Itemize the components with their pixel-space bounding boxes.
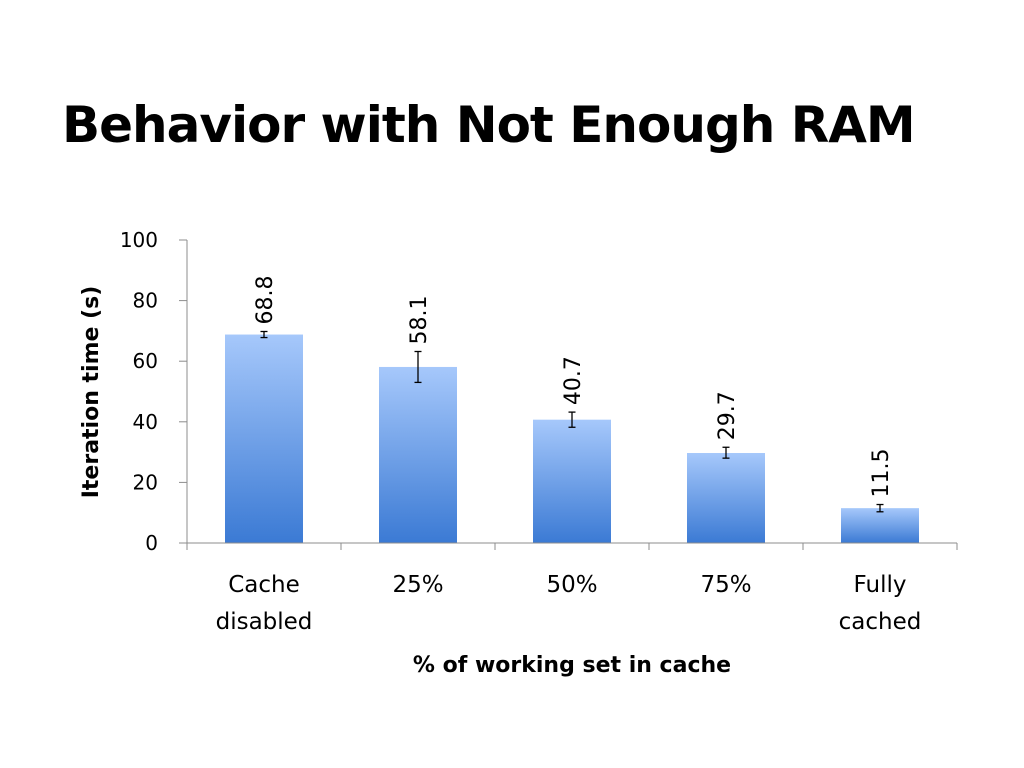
category-label-line: Cache <box>228 572 300 598</box>
axes-layer <box>179 239 958 550</box>
category-label-line: Fully <box>854 572 907 598</box>
y-tick-label: 20 <box>133 470 158 494</box>
error-bar-2 <box>568 411 576 428</box>
data-label-4: 11.5 <box>869 449 894 498</box>
category-label-line: 25% <box>392 572 443 598</box>
slide-title: Behavior with Not Enough RAM <box>62 96 916 154</box>
error-bar-0 <box>260 330 268 339</box>
x-axis-title: % of working set in cache <box>413 653 731 678</box>
error-bar-1 <box>414 350 422 384</box>
bar-4 <box>841 508 919 543</box>
bar-3 <box>687 453 765 543</box>
category-label-line: 50% <box>546 572 597 598</box>
bars-layer <box>225 330 919 543</box>
category-label-0: Cache disabled <box>216 572 313 635</box>
category-label-line: disabled <box>216 609 313 635</box>
bar-1 <box>379 366 457 543</box>
y-tick-label: 100 <box>120 228 158 252</box>
category-label-1: 25% <box>392 572 443 598</box>
category-label-line: 75% <box>700 572 751 598</box>
data-label-3: 29.7 <box>715 391 740 440</box>
category-label-2: 50% <box>546 572 597 598</box>
y-tick-label: 0 <box>145 531 158 555</box>
data-label-0: 68.8 <box>253 276 278 325</box>
error-bar-3 <box>722 446 730 459</box>
category-label-3: 75% <box>700 572 751 598</box>
y-tick-label: 60 <box>133 349 158 373</box>
data-label-2: 40.7 <box>561 356 586 405</box>
labels-layer: 68.8 Cache disabled 58.1 25% 40.7 50% 29.7 75% 11… <box>120 228 922 635</box>
category-label-4: Fully cached <box>839 572 922 635</box>
error-bar-4 <box>876 503 884 513</box>
bar-2 <box>533 419 611 543</box>
bar-0 <box>225 334 303 543</box>
y-tick-label: 80 <box>133 289 158 313</box>
category-label-line: cached <box>839 609 922 635</box>
data-label-1: 58.1 <box>407 296 432 345</box>
y-axis-title: Iteration time (s) <box>79 286 104 499</box>
y-tick-label: 40 <box>133 410 158 434</box>
